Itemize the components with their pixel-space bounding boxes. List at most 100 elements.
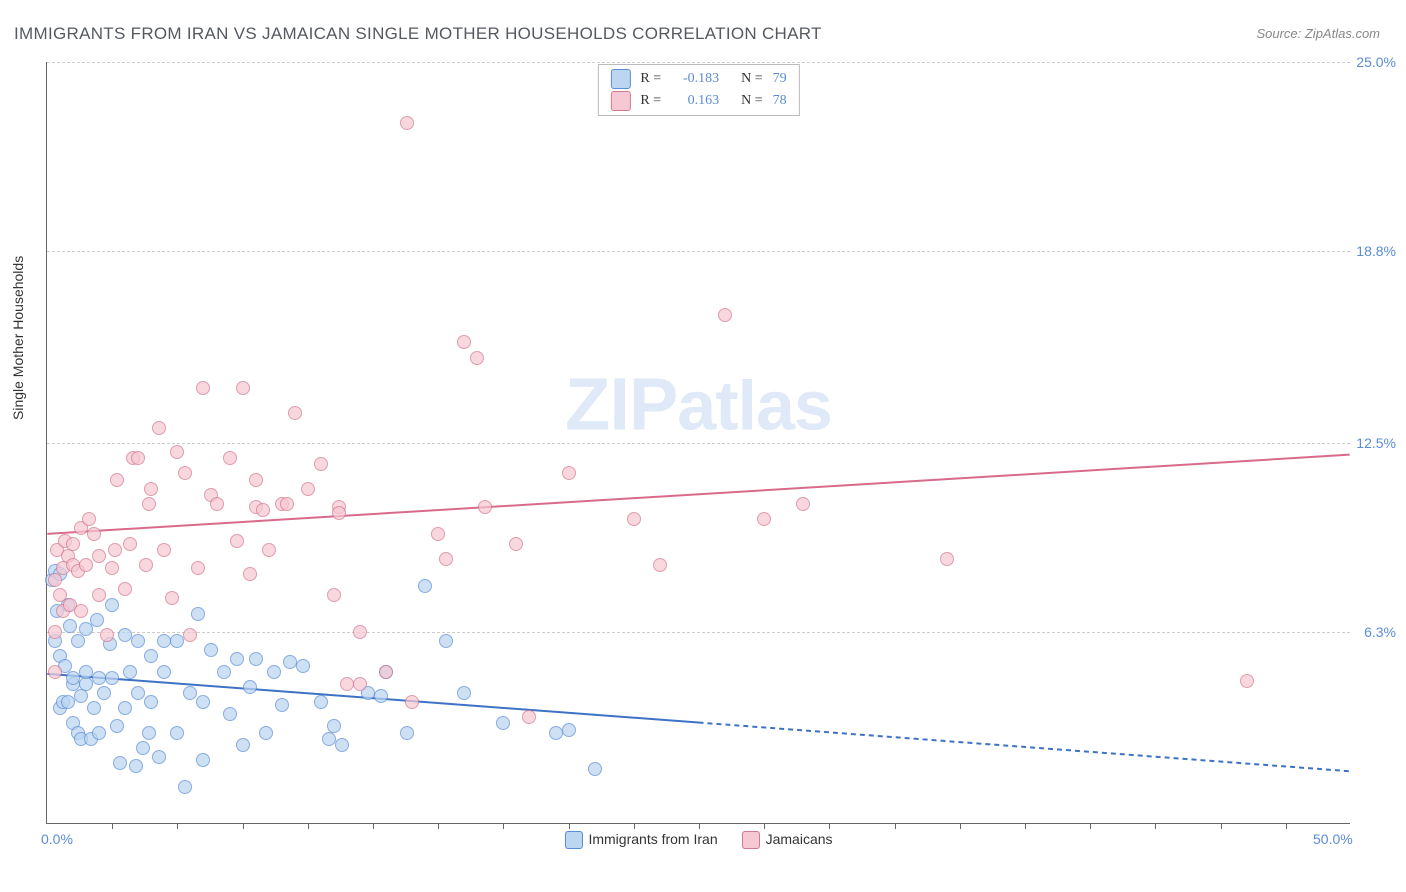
- watermark-rest: atlas: [677, 367, 832, 445]
- data-point: [131, 634, 145, 648]
- data-point: [79, 558, 93, 572]
- data-point: [223, 451, 237, 465]
- legend-swatch: [610, 91, 630, 111]
- data-point: [400, 116, 414, 130]
- data-point: [90, 613, 104, 627]
- x-tick-mark: [960, 823, 961, 829]
- data-point: [144, 649, 158, 663]
- data-point: [170, 726, 184, 740]
- data-point: [183, 686, 197, 700]
- data-point: [210, 497, 224, 511]
- x-tick-mark: [112, 823, 113, 829]
- data-point: [48, 625, 62, 639]
- data-point: [108, 543, 122, 557]
- data-point: [66, 671, 80, 685]
- data-point: [496, 716, 510, 730]
- data-point: [157, 543, 171, 557]
- data-point: [588, 762, 602, 776]
- data-point: [183, 628, 197, 642]
- r-value: 0.163: [671, 93, 719, 109]
- data-point: [79, 677, 93, 691]
- data-point: [105, 671, 119, 685]
- series-legend: Immigrants from IranJamaicans: [564, 831, 832, 849]
- data-point: [118, 582, 132, 596]
- watermark: ZIPatlas: [565, 362, 832, 447]
- data-point: [283, 655, 297, 669]
- x-tick-label: 50.0%: [1313, 831, 1353, 847]
- data-point: [87, 701, 101, 715]
- data-point: [170, 634, 184, 648]
- data-point: [562, 723, 576, 737]
- gridline: [47, 62, 1350, 63]
- y-tick-label: 6.3%: [1364, 624, 1396, 640]
- x-tick-mark: [1155, 823, 1156, 829]
- data-point: [236, 381, 250, 395]
- gridline: [47, 251, 1350, 252]
- data-point: [478, 500, 492, 514]
- y-axis-label: Single Mother Households: [10, 256, 26, 420]
- data-point: [170, 445, 184, 459]
- data-point: [144, 695, 158, 709]
- data-point: [230, 652, 244, 666]
- x-tick-mark: [503, 823, 504, 829]
- series-legend-item: Jamaicans: [742, 831, 833, 849]
- data-point: [236, 738, 250, 752]
- data-point: [332, 506, 346, 520]
- legend-swatch: [564, 831, 582, 849]
- data-point: [549, 726, 563, 740]
- data-point: [296, 659, 310, 673]
- data-point: [92, 549, 106, 563]
- data-point: [196, 753, 210, 767]
- data-point: [129, 759, 143, 773]
- data-point: [152, 421, 166, 435]
- data-point: [267, 665, 281, 679]
- data-point: [457, 686, 471, 700]
- data-point: [92, 671, 106, 685]
- n-label: N =: [741, 71, 763, 87]
- data-point: [314, 457, 328, 471]
- data-point: [439, 552, 453, 566]
- x-tick-mark: [634, 823, 635, 829]
- data-point: [196, 381, 210, 395]
- x-tick-mark: [764, 823, 765, 829]
- x-tick-mark: [373, 823, 374, 829]
- correlation-legend-row: R =0.163N =78: [598, 90, 798, 112]
- x-tick-mark: [699, 823, 700, 829]
- legend-swatch: [742, 831, 760, 849]
- data-point: [178, 780, 192, 794]
- data-point: [718, 308, 732, 322]
- n-value: 79: [773, 71, 787, 87]
- data-point: [165, 591, 179, 605]
- data-point: [178, 466, 192, 480]
- data-point: [223, 707, 237, 721]
- data-point: [123, 537, 137, 551]
- data-point: [142, 726, 156, 740]
- data-point: [157, 665, 171, 679]
- data-point: [327, 588, 341, 602]
- chart-title: IMMIGRANTS FROM IRAN VS JAMAICAN SINGLE …: [14, 24, 822, 44]
- data-point: [418, 579, 432, 593]
- data-point: [653, 558, 667, 572]
- data-point: [301, 482, 315, 496]
- data-point: [243, 680, 257, 694]
- y-tick-label: 18.8%: [1356, 243, 1396, 259]
- data-point: [48, 665, 62, 679]
- x-tick-mark: [438, 823, 439, 829]
- data-point: [191, 607, 205, 621]
- data-point: [335, 738, 349, 752]
- data-point: [204, 643, 218, 657]
- x-tick-mark: [1286, 823, 1287, 829]
- data-point: [131, 451, 145, 465]
- series-legend-label: Jamaicans: [766, 831, 833, 847]
- data-point: [48, 573, 62, 587]
- data-point: [757, 512, 771, 526]
- data-point: [627, 512, 641, 526]
- x-tick-mark: [569, 823, 570, 829]
- data-point: [470, 351, 484, 365]
- data-point: [118, 628, 132, 642]
- trendline-solid: [47, 455, 1349, 534]
- data-point: [522, 710, 536, 724]
- legend-swatch: [610, 69, 630, 89]
- data-point: [249, 652, 263, 666]
- data-point: [243, 567, 257, 581]
